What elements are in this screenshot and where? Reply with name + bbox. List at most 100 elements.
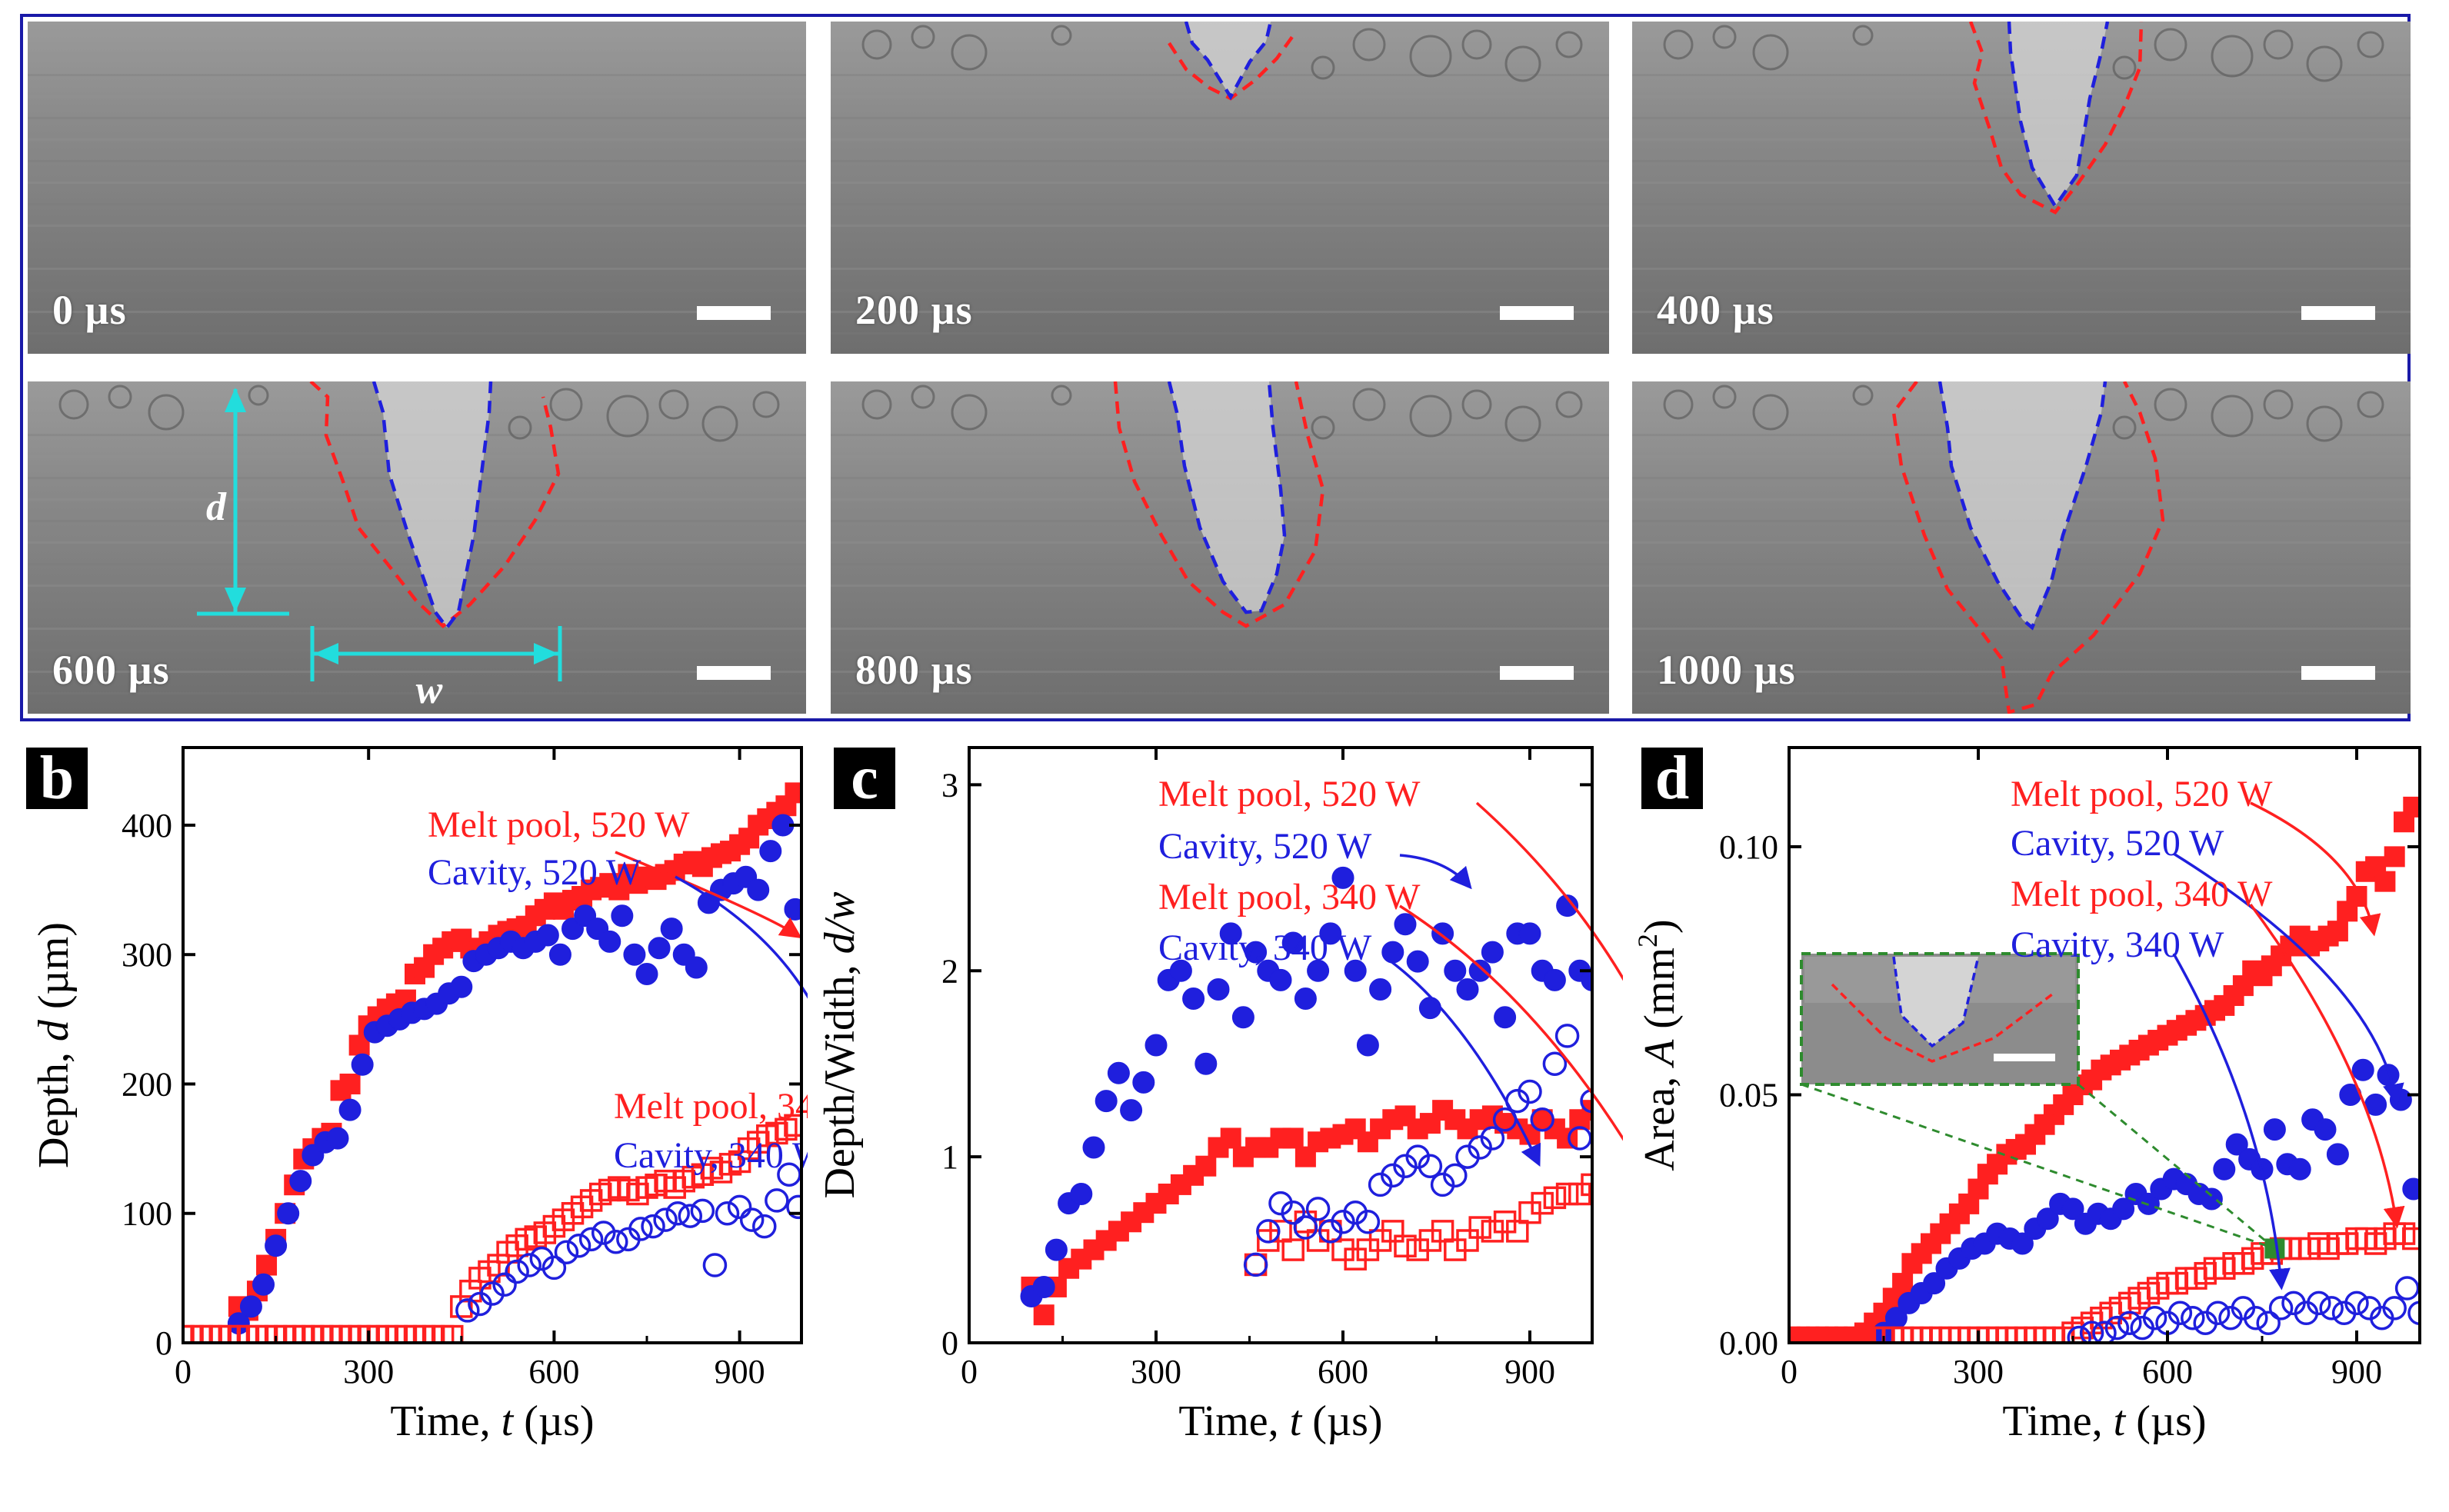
data-point [1406,950,1429,973]
series-annotation: Melt pool, 340 W [2011,874,2273,914]
data-point [1494,1006,1517,1029]
panel-label-box [26,748,88,809]
data-point [2256,1311,2281,1335]
data-point [665,1201,690,1226]
x-tick-label: 300 [1131,1353,1181,1390]
data-point [2079,1321,2104,1343]
data-point [1269,968,1292,991]
plot-frame [182,746,803,1344]
series-annotation: Cavity, 340 W [2011,924,2224,965]
series-annotation: Cavity, 520 W [428,852,641,893]
data-point [1518,1079,1542,1104]
data-point [2213,1157,2236,1181]
data-point [566,1234,591,1258]
data-point [1331,866,1354,889]
micrograph-frame: 800 µs [831,381,1609,714]
data-point [2181,1306,2205,1330]
data-point [2200,1187,2223,1211]
series-annotation: Cavity, 340 W [1158,928,1372,968]
data-point [2344,1291,2369,1316]
data-point [623,943,646,966]
y-tick-label: 200 [122,1065,172,1103]
y-tick-label: 3 [941,766,958,804]
panel-label-c: c [851,744,878,812]
data-point [2011,1232,2034,1255]
data-point [1220,1127,1241,1149]
data-point [2327,921,2348,942]
y-tick-label: 400 [122,807,172,844]
series-annotation: Melt pool, 340 W [1158,877,1421,918]
frame-timestamp: 400 µs [1657,287,1774,333]
data-point [2263,1118,2286,1141]
data-point [1195,1052,1218,1075]
scale-bar [697,306,771,320]
x-tick-label: 300 [1953,1353,2004,1390]
data-point [591,1221,616,1245]
data-point [1082,1136,1105,1159]
data-point [1282,1127,1304,1149]
data-point [2402,1177,2420,1201]
data-point [1107,1061,1130,1084]
data-point [598,930,621,953]
panel-label-box [834,748,895,809]
x-tick-label: 900 [715,1353,765,1390]
data-point [1344,959,1367,982]
data-point [1182,987,1205,1011]
data-point [2384,846,2405,868]
data-point [1307,959,1330,982]
data-point [289,1170,312,1193]
data-point [786,1194,801,1220]
data-point [1195,1155,1217,1177]
frame-timestamp: 1000 µs [1657,647,1796,693]
panel-label-d: d [1655,744,1690,812]
data-point [1070,1183,1093,1205]
data-point [1169,959,1192,982]
data-point [1256,1219,1281,1244]
y-tick-label: 0.10 [1719,828,1778,866]
data-point [1923,1272,1946,1295]
data-point [1355,1210,1381,1234]
micrograph-frame: d w 600 µs [28,381,806,714]
data-point [256,1254,278,1276]
y-tick-label: 300 [122,936,172,974]
series-annotation: Cavity, 340 W [614,1135,808,1176]
data-point [1418,997,1441,1020]
data-point [1281,931,1304,954]
data-point [1557,1127,1578,1149]
data-point [2167,1301,2193,1326]
data-point [1293,1215,1318,1240]
micrograph-frame: 1000 µs [1632,381,2411,714]
data-point [339,1073,361,1094]
data-point [2104,1315,2130,1340]
data-point [1506,1220,1529,1243]
width-symbol: w [416,668,443,712]
x-tick-label: 0 [175,1353,192,1390]
frame-timestamp: 0 µs [52,287,127,333]
plot-frame [968,746,1594,1344]
y-axis-label: Area, A (mm2) [1632,919,1684,1171]
data-point [1542,1051,1568,1076]
data-point [517,1253,541,1277]
data-point [1219,922,1242,945]
data-point [759,840,782,863]
data-point [641,1214,665,1239]
scale-bar [1500,306,1574,320]
data-point [1243,1252,1268,1277]
data-point [1480,1126,1505,1151]
data-point [1294,987,1317,1011]
data-point [765,1188,789,1213]
data-point [777,1162,801,1187]
data-point [1556,894,1579,918]
y-tick-label: 0.00 [1719,1324,1778,1362]
data-point [747,878,770,901]
series-annotation: Melt pool, 340 W [614,1086,808,1127]
data-point [1045,1238,1068,1261]
data-point [2092,1321,2117,1343]
data-point [678,1204,703,1228]
frame-timestamp: 800 µs [855,647,973,693]
data-point [1531,1191,1554,1215]
data-point [1554,1024,1580,1048]
data-point [715,1201,740,1226]
panel-label-box [1641,748,1703,809]
data-point [690,1198,715,1224]
